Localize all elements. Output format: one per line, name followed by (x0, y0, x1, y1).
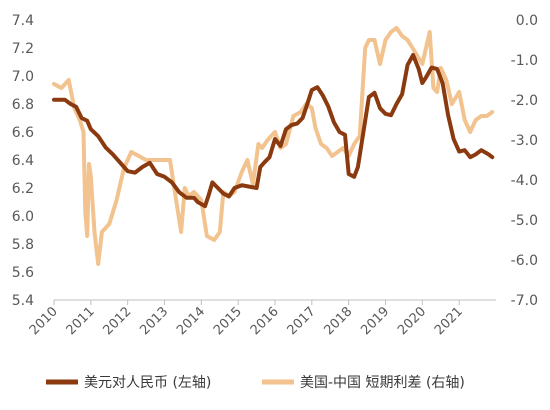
legend-label: 美国-中国 短期利差 (右轴) (300, 375, 465, 391)
x-tick-label: 2014 (174, 304, 208, 338)
y-left-tick-label: 5.4 (12, 293, 34, 309)
series-lines (52, 26, 495, 266)
x-tick-label: 2020 (395, 304, 429, 338)
y-right-tick-label: -5.0 (511, 213, 538, 229)
y-left-tick-label: 7.4 (12, 13, 34, 29)
y-left-tick-label: 5.6 (12, 265, 34, 281)
legend: 美元对人民币 (左轴) 美国-中国 短期利差 (右轴) (46, 375, 465, 391)
y-right-tick-label: -4.0 (511, 173, 538, 189)
y-left-tick-label: 6.0 (12, 209, 34, 225)
y-right-tick-label: -1.0 (511, 53, 538, 69)
x-tick-label: 2016 (248, 304, 282, 338)
y-right-tick-label: -3.0 (511, 133, 538, 149)
y-right-tick-label: -7.0 (511, 293, 538, 309)
x-tick-label: 2017 (285, 304, 319, 338)
x-tick-label: 2012 (100, 304, 134, 338)
y-left-tick-label: 7.0 (12, 69, 34, 85)
x-tick-label: 2010 (27, 304, 61, 338)
y-left-tick-label: 7.2 (12, 41, 34, 57)
y-left-tick-label: 6.6 (12, 125, 34, 141)
x-tick-label: 2021 (432, 304, 466, 338)
y-left-tick-label: 5.8 (12, 237, 34, 253)
x-tick-label: 2013 (137, 304, 171, 338)
y-right-tick-label: -6.0 (511, 253, 538, 269)
legend-label: 美元对人民币 (左轴) (84, 375, 211, 391)
y-left-tick-label: 6.4 (12, 153, 34, 169)
x-tick-label: 2015 (211, 304, 245, 338)
y-left-tick-label: 6.8 (12, 97, 34, 113)
series-line-left (52, 53, 495, 209)
x-tick-label: 2011 (64, 304, 98, 338)
x-tick-label: 2018 (321, 304, 355, 338)
x-tick-label: 2019 (358, 304, 392, 338)
series-line-right (52, 26, 495, 266)
y-left-tick-label: 6.2 (12, 181, 34, 197)
y-right-tick-label: 0.0 (516, 13, 538, 29)
y-right-tick-label: -2.0 (511, 93, 538, 109)
